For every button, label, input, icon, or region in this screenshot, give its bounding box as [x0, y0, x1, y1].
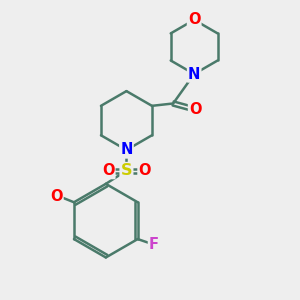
- Text: S: S: [121, 163, 132, 178]
- Text: N: N: [188, 67, 200, 82]
- Text: O: O: [50, 190, 62, 205]
- Text: O: O: [139, 163, 151, 178]
- Text: O: O: [188, 12, 200, 27]
- Text: F: F: [149, 237, 159, 252]
- Text: O: O: [102, 163, 114, 178]
- Text: N: N: [120, 142, 133, 158]
- Text: O: O: [189, 102, 202, 117]
